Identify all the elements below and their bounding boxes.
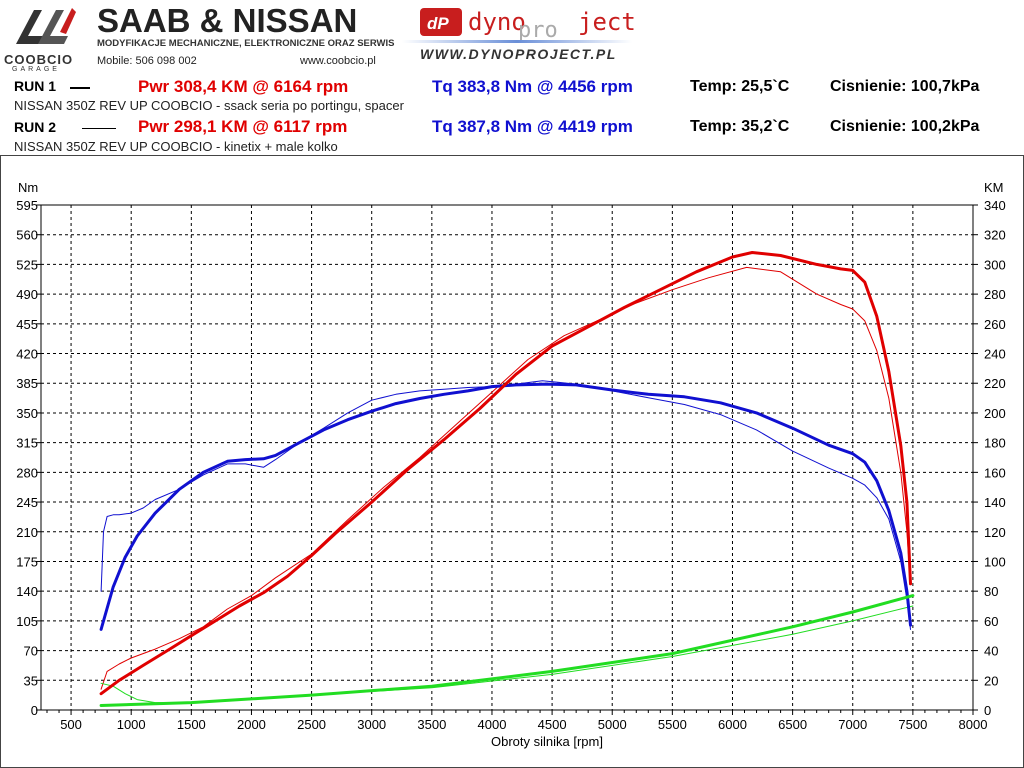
y-left-tick-label: 350 [16, 406, 38, 421]
y-right-tick-label: 140 [984, 495, 1006, 510]
dyno-logo-divider [402, 40, 632, 43]
run1-power-line [99, 251, 912, 696]
run1-legend-line [70, 87, 90, 89]
x-tick-label: 7500 [898, 717, 927, 732]
y-right-tick-label: 160 [984, 465, 1006, 480]
y-right-tick-label: 340 [984, 198, 1006, 213]
run2-torque: Tq 387,8 Nm @ 4419 rpm [432, 117, 633, 136]
y-left-tick-label: 140 [16, 584, 38, 599]
y-left-tick-label: 70 [24, 644, 38, 659]
x-tick-label: 6500 [778, 717, 807, 732]
x-tick-label: 2000 [237, 717, 266, 732]
y-right-tick-label: 100 [984, 554, 1006, 569]
dynoproject-logo-icon: dP [420, 8, 462, 36]
x-tick-label: 5500 [658, 717, 687, 732]
y-right-tick-label: 220 [984, 376, 1006, 391]
y-right-tick-label: 40 [984, 644, 998, 659]
run1-torque: Tq 383,8 Nm @ 4456 rpm [432, 77, 633, 96]
dyno-logo-text-3: ject [578, 8, 636, 36]
x-tick-label: 4500 [538, 717, 567, 732]
y-left-tick-label: 245 [16, 495, 38, 510]
y-right-tick-label: 240 [984, 347, 1006, 362]
y-left-unit-label: Nm [18, 180, 38, 195]
run2-description: NISSAN 350Z REV UP COOBCIO - kinetix + m… [14, 139, 338, 154]
y-right-tick-label: 120 [984, 525, 1006, 540]
y-left-tick-label: 490 [16, 287, 38, 302]
x-tick-label: 4000 [478, 717, 507, 732]
y-left-tick-label: 560 [16, 228, 38, 243]
y-right-tick-label: 300 [984, 257, 1006, 272]
x-tick-label: 1500 [177, 717, 206, 732]
y-left-tick-label: 455 [16, 317, 38, 332]
svg-text:dP: dP [427, 14, 449, 33]
run2-pressure: Cisnienie: 100,2kPa [830, 118, 980, 135]
dyno-logo-text-2: pro [518, 18, 558, 43]
dyno-logo-text-1: dyno [468, 8, 526, 36]
run2-label: RUN 2 [14, 119, 57, 135]
run2-temperature: Temp: 35,2`C [690, 118, 790, 135]
y-left-tick-label: 35 [24, 673, 38, 688]
x-tick-label: 3000 [357, 717, 386, 732]
y-right-tick-label: 20 [984, 673, 998, 688]
y-right-tick-label: 60 [984, 614, 998, 629]
run1-loss-line [99, 594, 915, 707]
y-right-tick-label: 320 [984, 228, 1006, 243]
y-left-tick-label: 0 [31, 703, 38, 718]
run2-power-line [100, 266, 911, 690]
x-tick-label: 500 [60, 717, 82, 732]
brand-mobile: Mobile: 506 098 002 [97, 55, 197, 67]
x-tick-label: 5000 [598, 717, 627, 732]
y-right-tick-label: 280 [984, 287, 1006, 302]
run1-torque-line [99, 382, 912, 631]
y-left-tick-label: 525 [16, 257, 38, 272]
y-right-tick-label: 200 [984, 406, 1006, 421]
y-left-tick-label: 595 [16, 198, 38, 213]
y-left-tick-label: 385 [16, 376, 38, 391]
y-left-tick-label: 105 [16, 614, 38, 629]
x-tick-label: 7000 [838, 717, 867, 732]
run2-power: Pwr 298,1 KM @ 6117 rpm [138, 117, 348, 136]
y-left-tick-label: 280 [16, 465, 38, 480]
run1-label: RUN 1 [14, 78, 57, 94]
plot-area-border [40, 204, 974, 711]
y-right-tick-label: 80 [984, 584, 998, 599]
x-tick-label: 2500 [297, 717, 326, 732]
y-right-unit-label: KM [984, 180, 1004, 195]
brand-title: SAAB & NISSAN [97, 2, 358, 39]
brand-subtitle: MODYFIKACJE MECHANICZNE, ELEKTRONICZNE O… [97, 38, 395, 49]
run2-torque-line [100, 380, 911, 630]
y-left-tick-label: 175 [16, 554, 38, 569]
x-tick-label: 6000 [718, 717, 747, 732]
run1-power: Pwr 308,4 KM @ 6164 rpm [138, 77, 349, 96]
x-tick-label: 3500 [417, 717, 446, 732]
brand-website: www.coobcio.pl [300, 55, 376, 67]
run2-legend-line [82, 128, 116, 129]
dyno-url: WWW.DYNOPROJECT.PL [420, 46, 617, 62]
run1-temperature: Temp: 25,5`C [690, 78, 790, 95]
coobcio-logo-icon [16, 8, 76, 44]
header: COOBCIO GARAGE SAAB & NISSAN MODYFIKACJE… [0, 0, 1024, 78]
run1-pressure: Cisnienie: 100,7kPa [830, 78, 980, 95]
logo-subtext: GARAGE [12, 66, 60, 73]
y-right-tick-label: 180 [984, 436, 1006, 451]
x-tick-label: 8000 [959, 717, 988, 732]
x-tick-label: 1000 [117, 717, 146, 732]
run1-description: NISSAN 350Z REV UP COOBCIO - ssack seria… [14, 98, 404, 113]
logo-text: COOBCIO [4, 52, 74, 67]
y-right-tick-label: 0 [984, 703, 991, 718]
y-left-tick-label: 210 [16, 525, 38, 540]
y-left-tick-label: 420 [16, 347, 38, 362]
y-left-tick-label: 315 [16, 436, 38, 451]
x-axis-label: Obroty silnika [rpm] [491, 734, 603, 749]
y-right-tick-label: 260 [984, 317, 1006, 332]
